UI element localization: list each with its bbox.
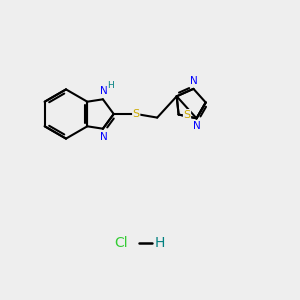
Text: N: N xyxy=(190,76,197,86)
Text: S: S xyxy=(183,110,190,119)
Text: H: H xyxy=(107,81,114,90)
Text: H: H xyxy=(154,236,165,250)
Text: Cl: Cl xyxy=(115,236,128,250)
Text: N: N xyxy=(100,86,107,96)
Text: N: N xyxy=(100,132,107,142)
Text: N: N xyxy=(193,121,201,131)
Text: S: S xyxy=(133,109,140,119)
